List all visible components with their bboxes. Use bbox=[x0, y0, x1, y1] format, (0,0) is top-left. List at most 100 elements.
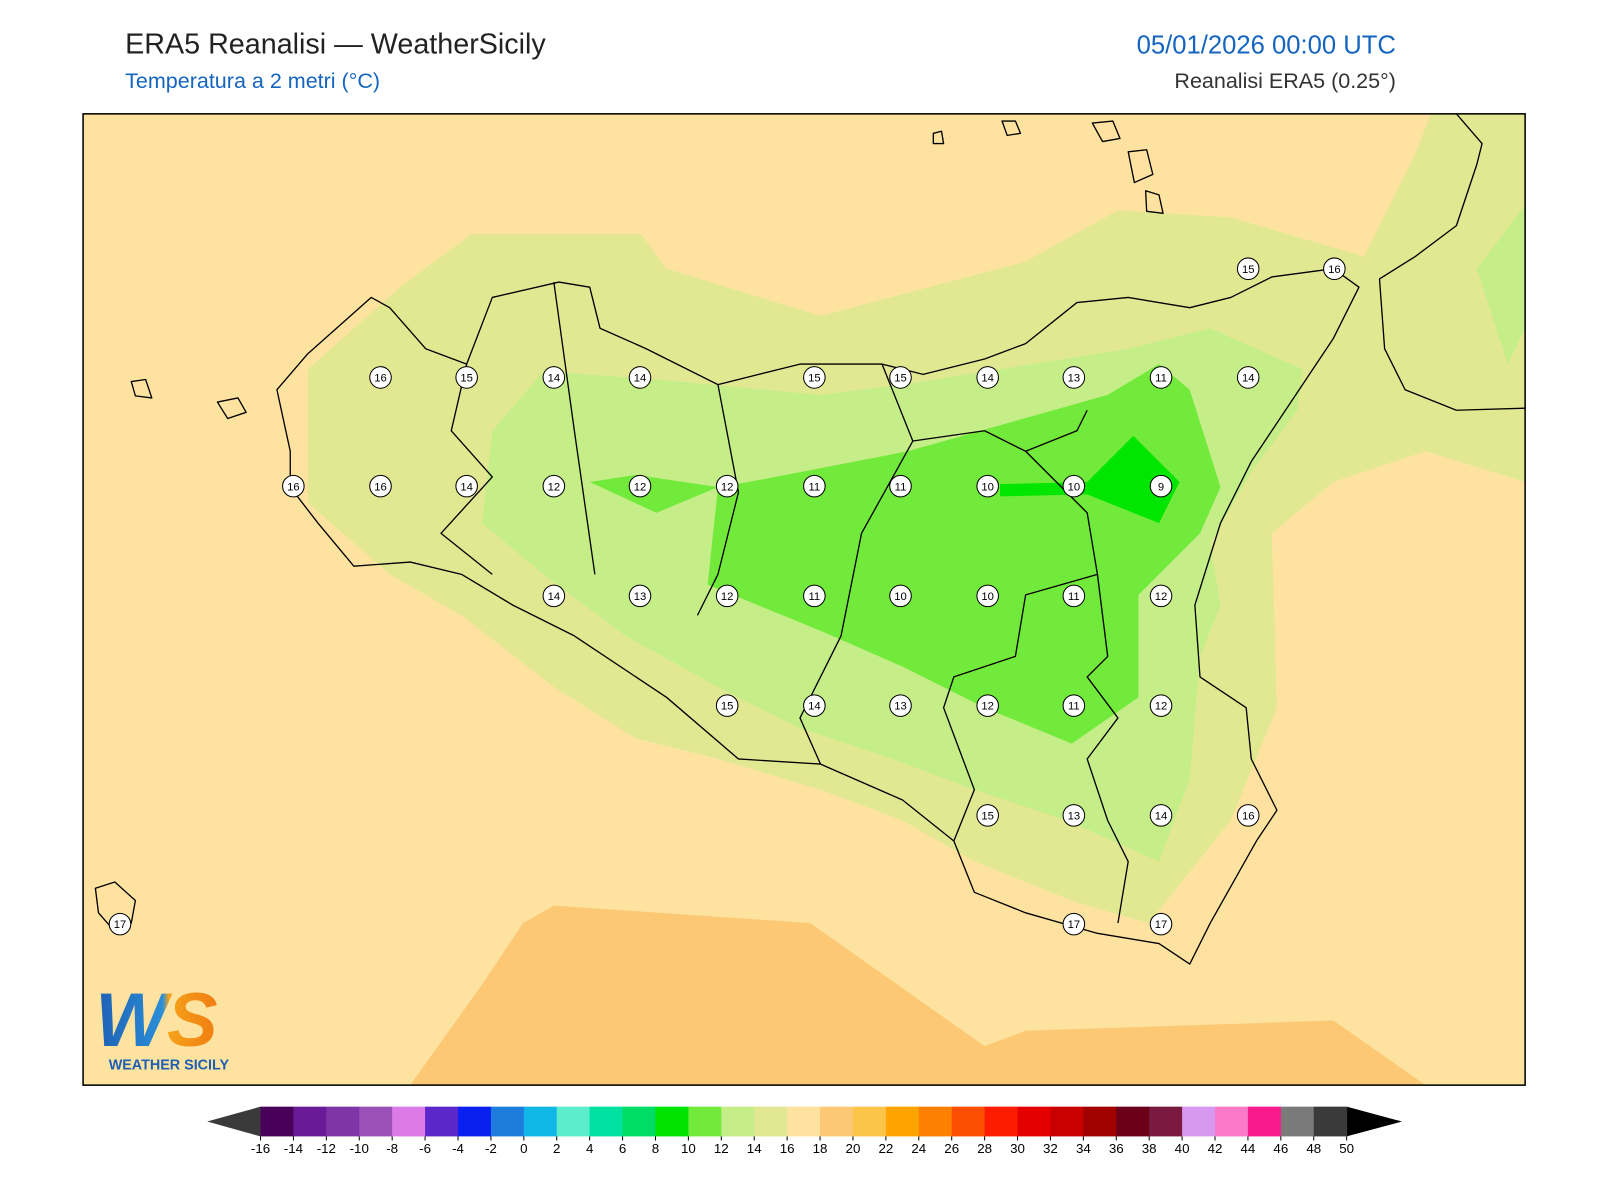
title: ERA5 Reanalisi — WeatherSicily bbox=[125, 28, 546, 60]
colorbar-bin bbox=[1215, 1106, 1249, 1137]
colorbar-tick-label: -10 bbox=[350, 1141, 369, 1156]
colorbar-tick-label: 28 bbox=[977, 1141, 992, 1156]
date: 05/01/2026 00:00 UTC bbox=[1137, 31, 1396, 59]
station-marker bbox=[1149, 804, 1173, 827]
station-marker bbox=[1062, 474, 1086, 498]
colorbar-tick-label: 20 bbox=[846, 1141, 861, 1156]
station-marker bbox=[1149, 912, 1173, 936]
colorbar-tick-label: 2 bbox=[553, 1141, 560, 1156]
station-value: 16 bbox=[1328, 264, 1341, 276]
colorbar-bin bbox=[754, 1106, 788, 1137]
colorbar-tick-label: 12 bbox=[714, 1141, 729, 1156]
colorbar-bin bbox=[1149, 1106, 1183, 1137]
colorbar-bin bbox=[457, 1106, 492, 1137]
colorbar-tick-label: -16 bbox=[251, 1141, 270, 1156]
colorbar-bin bbox=[359, 1106, 393, 1137]
station-value: 12 bbox=[548, 481, 561, 493]
station-value: 10 bbox=[894, 591, 907, 603]
station-value: 12 bbox=[1155, 701, 1168, 713]
station-value: 15 bbox=[981, 810, 994, 822]
station-value: 13 bbox=[634, 591, 647, 603]
colorbar-tick-label: 4 bbox=[586, 1141, 594, 1156]
station-marker bbox=[976, 474, 999, 498]
station-marker bbox=[455, 366, 478, 389]
colorbar-bin bbox=[852, 1106, 887, 1137]
station-marker bbox=[369, 474, 392, 498]
colorbar-tick-label: 6 bbox=[619, 1141, 626, 1156]
station-value: 12 bbox=[721, 481, 734, 493]
station-marker bbox=[628, 584, 652, 608]
colorbar-bin bbox=[260, 1106, 294, 1137]
station-marker bbox=[282, 474, 305, 498]
station-value: 15 bbox=[1242, 264, 1255, 276]
station-marker bbox=[889, 584, 912, 608]
province-borders bbox=[440, 281, 1129, 924]
station-marker bbox=[1149, 474, 1173, 498]
colorbar-bin bbox=[655, 1106, 689, 1137]
station-value: 14 bbox=[548, 373, 561, 385]
colorbar-bin bbox=[293, 1106, 327, 1137]
map-area bbox=[83, 113, 1526, 1086]
station-marker bbox=[715, 584, 739, 608]
station-value: 14 bbox=[634, 373, 647, 385]
station-marker bbox=[1062, 912, 1086, 936]
station-marker bbox=[803, 366, 826, 389]
station-marker bbox=[542, 474, 566, 498]
colorbar-tick-label: 46 bbox=[1273, 1141, 1288, 1156]
colorbar-bin bbox=[523, 1106, 558, 1137]
colorbar-tick-label: 42 bbox=[1208, 1141, 1223, 1156]
station-marker bbox=[369, 366, 392, 389]
logo-name: WEATHER SICILY bbox=[109, 1058, 230, 1074]
station-marker bbox=[1236, 804, 1260, 827]
colorbar-bin bbox=[787, 1106, 821, 1137]
station-value: 12 bbox=[634, 481, 647, 493]
colorbar-tick-label: 34 bbox=[1076, 1141, 1091, 1156]
source: Reanalisi ERA5 (0.25°) bbox=[1174, 69, 1395, 93]
contour-10-12 bbox=[589, 474, 718, 513]
station-marker bbox=[542, 584, 566, 608]
colorbar-bin bbox=[556, 1106, 591, 1137]
colorbar-tick-label: 14 bbox=[747, 1141, 762, 1156]
colorbar: -16 -14 -12 -10 -8 -6 -4 -2 0 2 4 6 8 10 12 14 16 18 20 22 2… bbox=[207, 1106, 1403, 1156]
station-marker bbox=[1236, 257, 1260, 280]
station-value: 15 bbox=[721, 701, 734, 713]
station-value: 14 bbox=[548, 591, 561, 603]
colorbar-tick-label: -14 bbox=[284, 1141, 304, 1156]
station-value: 17 bbox=[1068, 919, 1081, 931]
station-layer: 15 16 16 15 14 14 15 15 14 13 11 14 16 16 14 12 12 12 11 11… bbox=[108, 257, 1346, 936]
station-marker bbox=[976, 804, 999, 827]
colorbar-tick-label: 32 bbox=[1043, 1141, 1058, 1156]
contour-10-12 bbox=[707, 364, 1221, 744]
colorbar-bin bbox=[885, 1106, 920, 1137]
contour-12-14 bbox=[1476, 205, 1526, 365]
station-marker bbox=[542, 366, 566, 389]
station-marker bbox=[108, 912, 132, 936]
station-value: 16 bbox=[287, 481, 300, 493]
station-value: 16 bbox=[374, 481, 387, 493]
station-value: 16 bbox=[1242, 810, 1255, 822]
station-value: 14 bbox=[808, 701, 821, 713]
colorbar-tick-label: 26 bbox=[944, 1141, 959, 1156]
colorbar-bin bbox=[589, 1106, 624, 1137]
station-marker bbox=[1062, 366, 1086, 389]
colorbar-tick-label: 38 bbox=[1142, 1141, 1157, 1156]
colorbar-tick-label: 0 bbox=[520, 1141, 527, 1156]
station-value: 12 bbox=[721, 591, 734, 603]
station-value: 11 bbox=[1068, 591, 1080, 603]
station-value: 14 bbox=[1155, 810, 1168, 822]
coastline-calabria bbox=[1378, 113, 1526, 411]
logo: WS WEATHER SICILY bbox=[95, 978, 229, 1074]
colorbar-tick-label: 40 bbox=[1175, 1141, 1190, 1156]
colorbar-bin bbox=[490, 1106, 525, 1137]
colorbar-bin bbox=[688, 1106, 722, 1137]
colorbar-tick-label: -6 bbox=[419, 1141, 431, 1156]
colorbar-tick-label: 22 bbox=[878, 1141, 893, 1156]
colorbar-bin bbox=[1050, 1106, 1084, 1137]
colorbar-tick-label: 24 bbox=[911, 1141, 926, 1156]
map-frame bbox=[82, 113, 1526, 1086]
station-marker bbox=[803, 474, 826, 498]
station-value: 10 bbox=[981, 591, 994, 603]
station-marker bbox=[1062, 584, 1086, 608]
